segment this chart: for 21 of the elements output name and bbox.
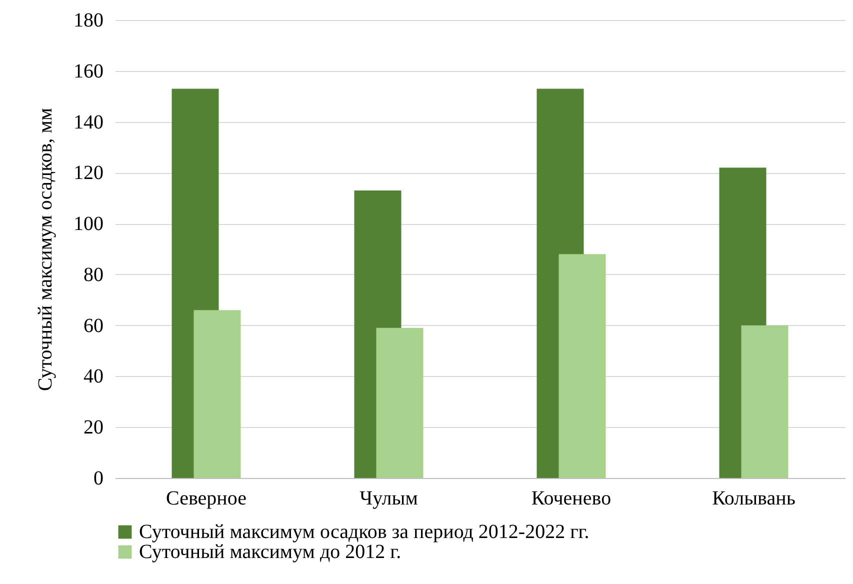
x-tick-label: Коченево <box>531 488 612 510</box>
bar <box>376 328 424 478</box>
legend-label: Суточный максимум до 2012 г. <box>139 541 402 563</box>
x-tick-label: Колывань <box>712 488 796 510</box>
y-tick-label: 100 <box>74 213 104 236</box>
bar <box>558 254 606 478</box>
y-tick-label: 60 <box>84 314 104 337</box>
x-tick-label: Северное <box>166 488 247 510</box>
legend-label: Суточный максимум осадков за период 2012-2022 гг. <box>139 521 590 543</box>
y-tick-label: 180 <box>74 10 104 32</box>
x-tick-label: Чулым <box>360 488 418 510</box>
y-tick-label: 20 <box>84 416 104 439</box>
y-tick-label: 160 <box>74 60 104 82</box>
bar <box>741 325 788 478</box>
y-axis-title: Суточный максимум осадков, мм <box>34 108 56 392</box>
y-tick-label: 0 <box>94 468 104 490</box>
y-tick-label: 40 <box>84 366 104 388</box>
y-tick-label: 140 <box>74 111 104 134</box>
y-tick-label: 80 <box>84 264 104 286</box>
bar <box>194 310 241 478</box>
y-tick-label: 120 <box>74 162 104 184</box>
